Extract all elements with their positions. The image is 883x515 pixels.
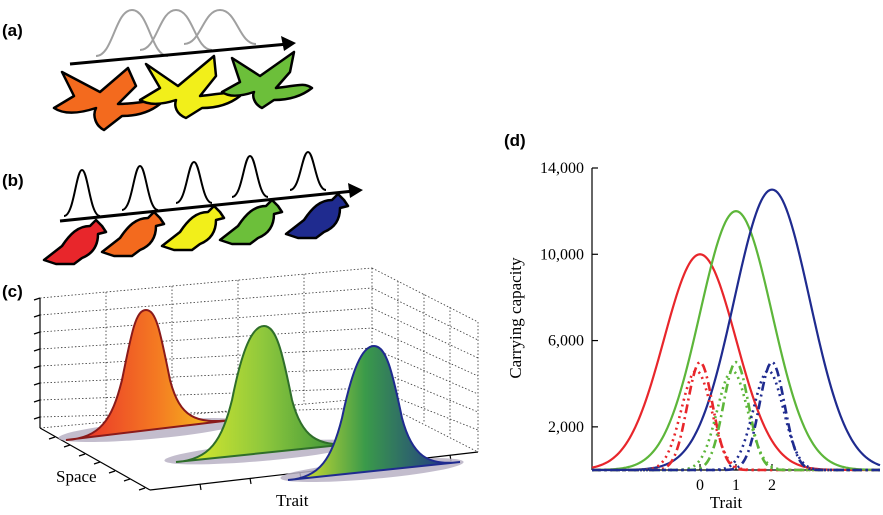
panel-b-curve-2	[121, 164, 159, 211]
panel-d: (d) Carrying capacity 2,000 6,000 10,000 14…	[504, 131, 881, 512]
chart-y-axis-title: Carrying capacity	[506, 257, 525, 379]
chart-series-line-2	[591, 210, 881, 472]
chart-x-axis-title: Trait	[710, 493, 743, 512]
panel-b-distributions	[63, 150, 327, 217]
panel-b: (b)	[2, 150, 363, 266]
chart-series-line-9	[592, 369, 880, 472]
panel-b-bird-yellow	[160, 204, 226, 252]
panel-a-curve-1	[95, 8, 169, 57]
panel-a: (a)	[2, 8, 314, 132]
panel-b-label: (b)	[2, 171, 24, 190]
panel-c-trait-label: Trait	[276, 491, 309, 510]
panel-b-bird-orange	[100, 210, 166, 258]
panel-a-arrowhead	[281, 36, 296, 51]
panel-b-bird-red	[42, 218, 108, 266]
panel-a-bird-green	[220, 50, 314, 110]
panel-b-arrow	[59, 189, 355, 223]
chart-series-line-7	[592, 369, 880, 472]
panel-b-bird-green	[218, 198, 284, 246]
chart-y-tick-label: 10,000	[540, 246, 584, 263]
chart-y-tick-label: 14,000	[540, 160, 584, 177]
chart-series-line-8	[592, 360, 880, 472]
panel-c-label: (c)	[2, 282, 23, 301]
panel-b-curve-1	[63, 168, 101, 217]
panel-b-arrowhead	[348, 183, 363, 198]
panel-a-bird-orange	[52, 66, 162, 132]
chart-series-line-6	[592, 360, 880, 472]
chart-x-ticks: 0 1 2	[696, 464, 776, 494]
panel-b-curve-4	[231, 154, 269, 198]
panel-c-peak-red	[65, 308, 233, 441]
panel-c: (c)	[2, 267, 479, 510]
panel-a-curve-2	[139, 8, 213, 51]
chart-series	[591, 188, 881, 472]
chart-x-tick-label: 0	[696, 477, 704, 494]
chart-y-tick-label: 6,000	[548, 333, 584, 350]
panel-a-arrow	[69, 42, 289, 66]
chart-series-line-5	[592, 369, 880, 472]
panel-a-curve-3	[183, 8, 257, 45]
panel-c-space-label: Space	[56, 467, 97, 486]
panel-d-label: (d)	[504, 131, 526, 150]
chart-y-tick-label: 2,000	[548, 419, 584, 436]
chart-x-tick-label: 2	[768, 477, 776, 494]
chart-x-tick-label: 1	[732, 477, 740, 494]
panel-c-grid	[39, 267, 479, 453]
panel-a-distributions	[95, 8, 257, 57]
panel-c-peak-blue	[287, 344, 461, 481]
chart-series-line-4	[592, 360, 880, 472]
panel-b-bird-blue	[284, 192, 350, 240]
panel-a-bird-yellow	[138, 54, 242, 120]
panel-a-label: (a)	[2, 21, 23, 40]
panel-b-curve-5	[289, 150, 327, 191]
panel-c-peak-green	[175, 324, 351, 463]
panel-b-curve-3	[175, 160, 213, 204]
chart-y-ticks: 2,000 6,000 10,000 14,000	[540, 160, 598, 436]
